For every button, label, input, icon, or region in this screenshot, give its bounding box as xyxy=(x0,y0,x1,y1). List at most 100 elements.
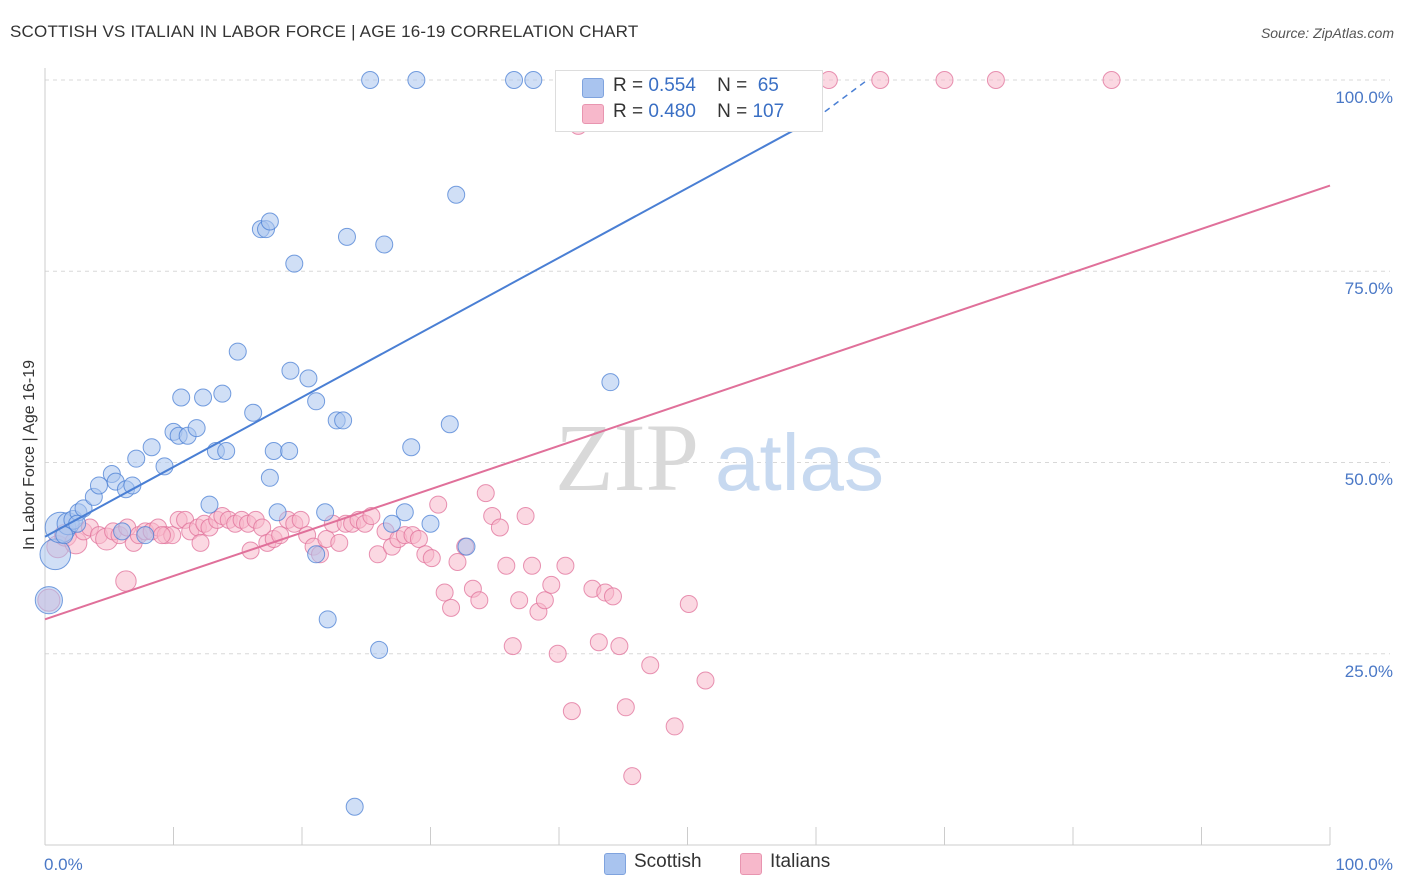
italians-point xyxy=(556,556,575,575)
gridlines xyxy=(45,79,1390,655)
scottish-bottom-swatch xyxy=(604,853,626,875)
italians-point xyxy=(935,71,954,89)
scottish-point xyxy=(217,442,236,461)
italians-point xyxy=(523,556,542,575)
scottish-point xyxy=(334,411,353,430)
italians-point xyxy=(665,717,684,736)
italians-point xyxy=(152,526,171,545)
italians-point xyxy=(986,71,1005,89)
italians-trend-line xyxy=(44,184,1331,621)
italians-point xyxy=(516,507,535,526)
italians-point xyxy=(409,530,428,548)
scottish-point xyxy=(299,369,318,388)
italians-point xyxy=(448,552,467,571)
italians-point xyxy=(291,510,310,529)
italians-point xyxy=(542,575,561,594)
scottish-trend-line xyxy=(44,117,817,538)
scottish-point xyxy=(136,526,155,545)
scottish-point xyxy=(34,586,63,615)
axes xyxy=(44,68,1331,846)
italians-point xyxy=(429,495,448,514)
scottish-point xyxy=(260,468,279,487)
italians-bottom-swatch xyxy=(740,853,762,875)
italians-point xyxy=(548,644,567,663)
watermark: ZIP atlas xyxy=(555,404,884,511)
scottish-point xyxy=(337,227,356,246)
scottish-point xyxy=(260,212,279,231)
italians-point xyxy=(362,507,381,526)
scottish-point xyxy=(285,254,304,273)
italians-point xyxy=(422,549,441,568)
scottish-point xyxy=(447,185,466,204)
scottish-point xyxy=(375,235,394,254)
scottish-point xyxy=(264,442,283,461)
scottish-point xyxy=(440,415,459,434)
scottish-point xyxy=(228,342,247,361)
italians-point xyxy=(470,591,489,610)
scottish-legend-row: R = 0.554 N = 65 xyxy=(613,75,779,96)
scottish-point xyxy=(244,403,263,422)
italians-legend-row: R = 0.480 N = 107 xyxy=(613,101,785,122)
scottish-point xyxy=(89,476,108,495)
y-tick-25: 25.0% xyxy=(1345,662,1393,681)
scottish-point xyxy=(316,503,335,522)
scottish-point xyxy=(524,71,543,89)
italians-point xyxy=(871,71,890,89)
italians-point xyxy=(616,698,635,717)
italians-point xyxy=(490,518,509,537)
y-tick-75: 75.0% xyxy=(1345,279,1393,298)
x-tick-max: 100.0% xyxy=(1335,855,1393,874)
italians-point xyxy=(610,637,629,656)
scottish-point xyxy=(382,514,401,533)
trend-lines xyxy=(44,79,1331,621)
italians-point xyxy=(603,587,622,606)
scottish-point xyxy=(280,442,299,461)
scottish-point xyxy=(457,537,476,556)
scottish-point xyxy=(307,392,326,411)
scottish-point xyxy=(281,361,300,380)
italians-point xyxy=(1102,71,1121,89)
y-tick-100: 100.0% xyxy=(1335,88,1393,107)
stats-legend: R = 0.554 N = 65 R = 0.480 N = 107 xyxy=(555,70,823,132)
scottish-points xyxy=(34,71,620,816)
italians-point xyxy=(679,595,698,614)
italians-point xyxy=(476,484,495,503)
italians-bottom-label: Italians xyxy=(770,851,831,872)
scottish-point xyxy=(307,545,326,564)
scottish-point xyxy=(187,419,206,438)
scottish-point xyxy=(127,449,146,468)
source-label: Source: ZipAtlas.com xyxy=(1260,25,1394,41)
scottish-point xyxy=(395,503,414,522)
scottish-bottom-label: Scottish xyxy=(634,851,702,872)
scottish-point xyxy=(113,522,132,541)
scottish-point xyxy=(318,610,337,629)
italians-point xyxy=(641,656,660,675)
italians-point xyxy=(191,533,210,552)
italians-point xyxy=(330,533,349,552)
scottish-point xyxy=(268,503,287,522)
scottish-point xyxy=(345,797,364,816)
scottish-point xyxy=(402,438,421,457)
italians-point xyxy=(435,583,454,602)
scottish-point xyxy=(505,71,524,89)
scottish-legend-swatch xyxy=(582,78,604,98)
scottish-point xyxy=(142,438,161,457)
italians-point xyxy=(442,598,461,617)
scottish-point xyxy=(407,71,426,89)
italians-point xyxy=(589,633,608,652)
scottish-point xyxy=(200,495,219,514)
italians-points xyxy=(37,71,1121,786)
y-axis-label: In Labor Force | Age 16-19 xyxy=(21,360,38,550)
italians-point xyxy=(535,591,554,610)
scottish-point xyxy=(370,640,389,659)
scottish-point xyxy=(213,384,232,403)
italians-point xyxy=(503,637,522,656)
italians-point xyxy=(115,570,137,592)
scottish-point xyxy=(194,388,213,407)
chart-title: SCOTTISH VS ITALIAN IN LABOR FORCE | AGE… xyxy=(10,22,639,41)
italians-legend-swatch xyxy=(582,104,604,124)
scottish-point xyxy=(361,71,380,89)
italians-point xyxy=(623,767,642,786)
watermark-zip: ZIP xyxy=(555,404,699,511)
